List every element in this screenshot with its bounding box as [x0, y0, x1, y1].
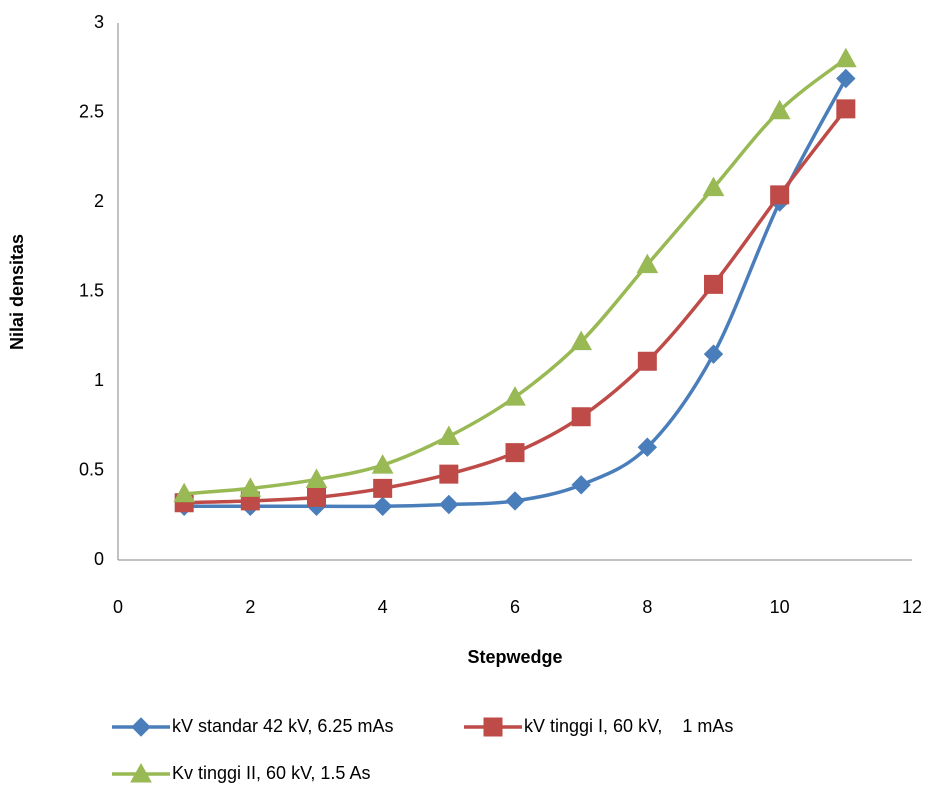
x-tick-label: 12 — [902, 597, 922, 617]
marker — [484, 718, 502, 736]
x-tick-label: 0 — [113, 597, 123, 617]
marker — [705, 275, 723, 293]
marker — [837, 69, 855, 87]
legend-label: kV standar 42 kV, 6.25 mAs — [172, 716, 393, 736]
series-line — [184, 78, 846, 506]
y-tick-label: 0 — [94, 549, 104, 569]
y-tick-label: 0.5 — [79, 459, 104, 479]
x-tick-label: 6 — [510, 597, 520, 617]
marker — [440, 496, 458, 514]
y-tick-label: 2.5 — [79, 101, 104, 121]
marker — [505, 387, 525, 405]
marker — [638, 352, 656, 370]
x-tick-label: 10 — [770, 597, 790, 617]
y-tick-label: 2 — [94, 191, 104, 211]
marker — [506, 492, 524, 510]
marker — [374, 497, 392, 515]
y-tick-label: 1 — [94, 370, 104, 390]
marker — [308, 488, 326, 506]
x-tick-label: 2 — [245, 597, 255, 617]
marker — [705, 345, 723, 363]
marker — [771, 186, 789, 204]
x-tick-label: 4 — [378, 597, 388, 617]
legend-label: Kv tinggi II, 60 kV, 1.5 As — [172, 763, 370, 783]
marker — [439, 426, 459, 444]
marker — [572, 476, 590, 494]
marker — [837, 100, 855, 118]
marker — [506, 444, 524, 462]
marker — [572, 408, 590, 426]
x-tick-label: 8 — [642, 597, 652, 617]
y-axis-title: Nilai densitas — [7, 234, 27, 350]
y-tick-label: 3 — [94, 12, 104, 32]
marker — [132, 718, 150, 736]
chart: Stepwedge Nilai densitas 0 0.5 1 1.5 2 2.5 3 0 2… — [0, 0, 934, 786]
marker — [836, 49, 856, 67]
marker — [440, 465, 458, 483]
legend-label: kV tinggi I, 60 kV, 1 mAs — [524, 716, 733, 736]
marker — [374, 479, 392, 497]
x-axis-title: Stepwedge — [467, 647, 562, 667]
y-tick-label: 1.5 — [79, 280, 104, 300]
